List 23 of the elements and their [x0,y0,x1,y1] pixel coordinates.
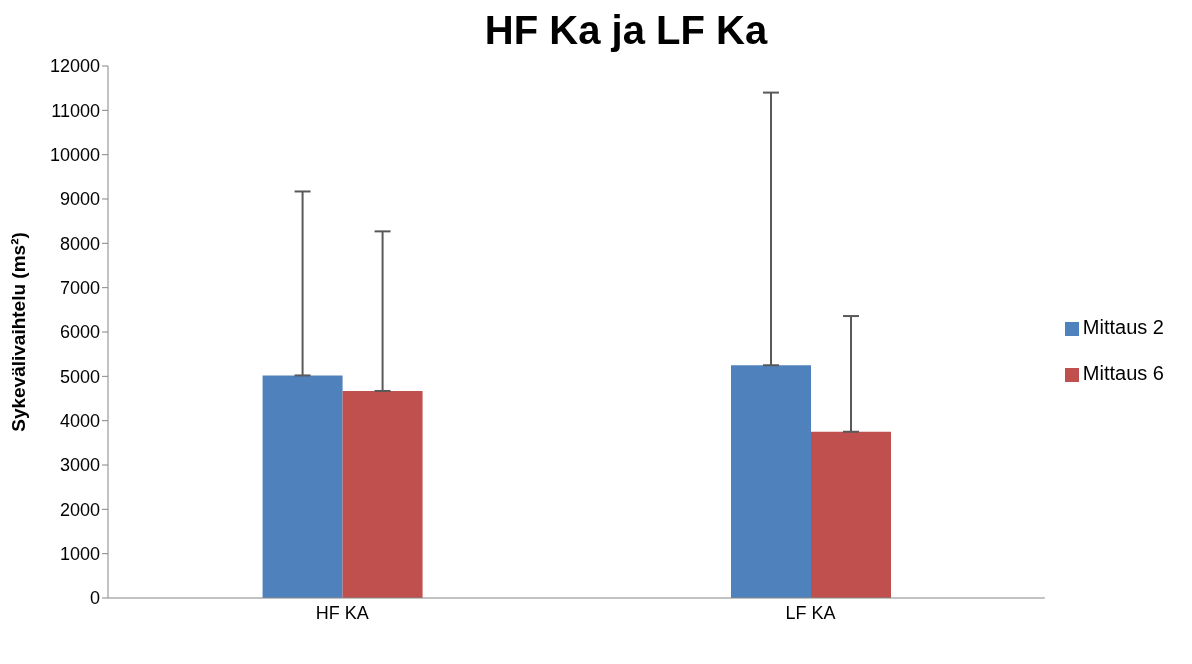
y-tick-label: 11000 [51,100,100,121]
y-tick-label: 9000 [59,189,100,210]
y-tick-label: 10000 [49,145,100,166]
bar [731,365,811,598]
y-tick-label: 6000 [59,322,100,343]
bar [262,375,343,598]
y-tick-label: 3000 [59,455,100,476]
y-tick-label: 5000 [59,366,100,387]
bar [342,390,423,598]
x-tick-label: HF KA [315,602,369,623]
y-tick-label: 4000 [59,411,100,432]
x-tick-label: LF KA [785,602,836,623]
y-tick-label: 2000 [59,499,100,520]
legend-label: Mittaus 6 [1082,362,1164,384]
legend-label: Mittaus 2 [1082,316,1164,338]
y-tick-label: 0 [89,588,100,609]
chart-title: HF Ka ja LF Ka [483,8,769,52]
y-tick-label: 1000 [59,544,100,565]
y-tick-label: 12000 [49,56,100,77]
bar [811,431,891,598]
y-tick-label: 7000 [59,278,100,299]
y-tick-label: 8000 [59,233,100,254]
y-axis-title: Sykevälivaihtelu (ms²) [7,232,29,432]
